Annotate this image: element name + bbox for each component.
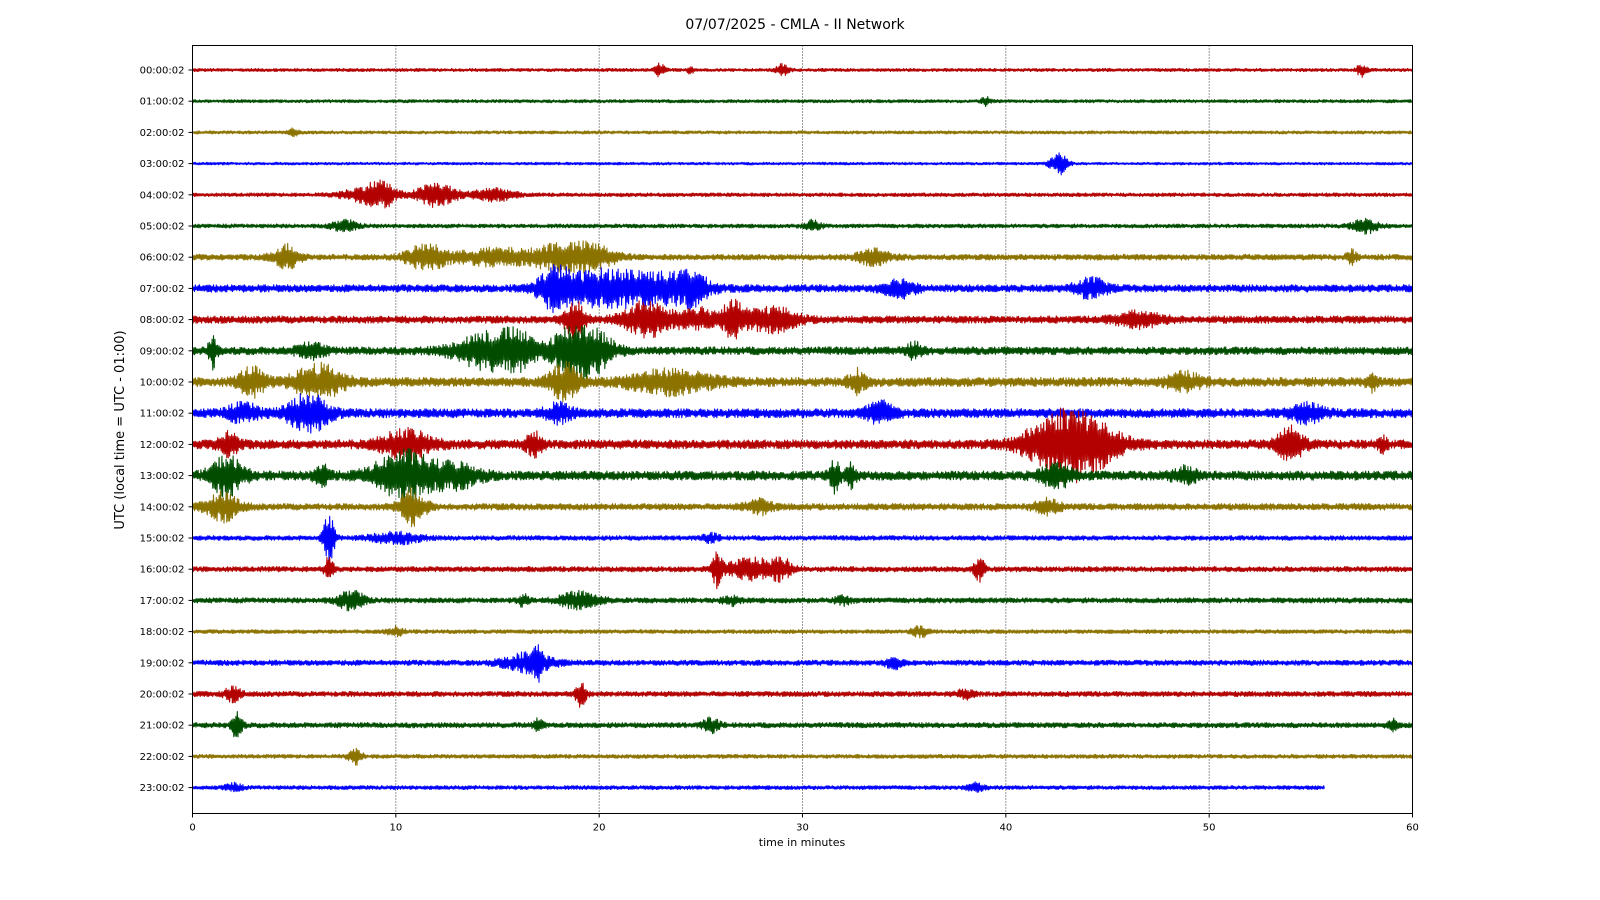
x-tick-label: 40 bbox=[999, 823, 1012, 834]
trace-row-08-00-02 bbox=[191, 298, 1413, 342]
y-tick-label: 22:00:02 bbox=[140, 752, 185, 763]
trace-row-15-00-02 bbox=[191, 515, 1413, 563]
trace-row-01-00-02 bbox=[191, 95, 1413, 108]
y-tick-label: 11:00:02 bbox=[140, 409, 185, 420]
trace-row-23-00-02 bbox=[191, 781, 1325, 793]
trace-row-12-00-02 bbox=[191, 407, 1413, 484]
trace-row-13-00-02 bbox=[191, 448, 1413, 504]
y-tick-label: 10:00:02 bbox=[140, 378, 185, 389]
y-tick-label: 07:00:02 bbox=[140, 284, 185, 295]
x-tick-label: 20 bbox=[593, 823, 606, 834]
x-tick-label: 50 bbox=[1203, 823, 1216, 834]
trace-row-06-00-02 bbox=[191, 240, 1413, 274]
trace-row-21-00-02 bbox=[191, 711, 1413, 738]
x-axis-label: time in minutes bbox=[759, 836, 846, 849]
gridlines bbox=[395, 45, 1210, 814]
y-tick-label: 16:00:02 bbox=[140, 565, 185, 576]
y-tick-label: 03:00:02 bbox=[140, 159, 185, 170]
y-tick-label: 15:00:02 bbox=[140, 534, 185, 545]
y-tick-label: 00:00:02 bbox=[140, 66, 185, 77]
y-tick-label: 02:00:02 bbox=[140, 128, 185, 139]
y-tick-label: 12:00:02 bbox=[140, 440, 185, 451]
y-axis: 00:00:02 01:00:02 02:00:02 03:00:02 04:00:02… bbox=[140, 66, 193, 794]
y-tick-label: 14:00:02 bbox=[140, 502, 185, 513]
y-tick-label: 05:00:02 bbox=[140, 222, 185, 233]
trace-row-09-00-02 bbox=[191, 324, 1413, 382]
y-tick-label: 19:00:02 bbox=[140, 658, 185, 669]
y-tick-label: 09:00:02 bbox=[140, 346, 185, 357]
trace-row-22-00-02 bbox=[191, 747, 1413, 766]
seismic-traces bbox=[191, 62, 1413, 793]
trace-row-19-00-02 bbox=[191, 644, 1413, 683]
y-tick-label: 17:00:02 bbox=[140, 596, 185, 607]
trace-row-17-00-02 bbox=[191, 589, 1413, 612]
x-tick-label: 10 bbox=[389, 823, 402, 834]
trace-row-02-00-02 bbox=[191, 127, 1413, 138]
y-tick-label: 13:00:02 bbox=[140, 471, 185, 482]
y-tick-label: 21:00:02 bbox=[140, 721, 185, 732]
x-tick-label: 30 bbox=[796, 823, 809, 834]
trace-row-11-00-02 bbox=[191, 393, 1413, 434]
x-tick-label: 0 bbox=[189, 823, 195, 834]
y-axis-label: UTC (local time = UTC - 01:00) bbox=[113, 330, 128, 529]
y-tick-label: 01:00:02 bbox=[140, 97, 185, 108]
y-tick-label: 20:00:02 bbox=[140, 690, 185, 701]
y-tick-label: 23:00:02 bbox=[140, 783, 185, 794]
y-tick-label: 06:00:02 bbox=[140, 253, 185, 264]
chart-title: 07/07/2025 - CMLA - II Network bbox=[685, 17, 905, 33]
trace-row-07-00-02 bbox=[191, 264, 1413, 314]
trace-row-16-00-02 bbox=[191, 551, 1413, 590]
y-tick-label: 08:00:02 bbox=[140, 315, 185, 326]
x-axis: 0 10 20 30 40 50 60 bbox=[189, 813, 1419, 834]
trace-row-10-00-02 bbox=[191, 360, 1413, 403]
trace-row-03-00-02 bbox=[192, 152, 1413, 176]
trace-row-20-00-02 bbox=[191, 682, 1413, 708]
y-tick-label: 18:00:02 bbox=[140, 627, 185, 638]
x-tick-label: 60 bbox=[1406, 823, 1419, 834]
trace-row-00-00-02 bbox=[191, 62, 1413, 78]
trace-row-14-00-02 bbox=[191, 486, 1413, 528]
trace-row-05-00-02 bbox=[191, 217, 1413, 235]
y-tick-label: 04:00:02 bbox=[140, 190, 185, 201]
trace-row-18-00-02 bbox=[191, 625, 1413, 639]
trace-row-04-00-02 bbox=[191, 179, 1413, 209]
